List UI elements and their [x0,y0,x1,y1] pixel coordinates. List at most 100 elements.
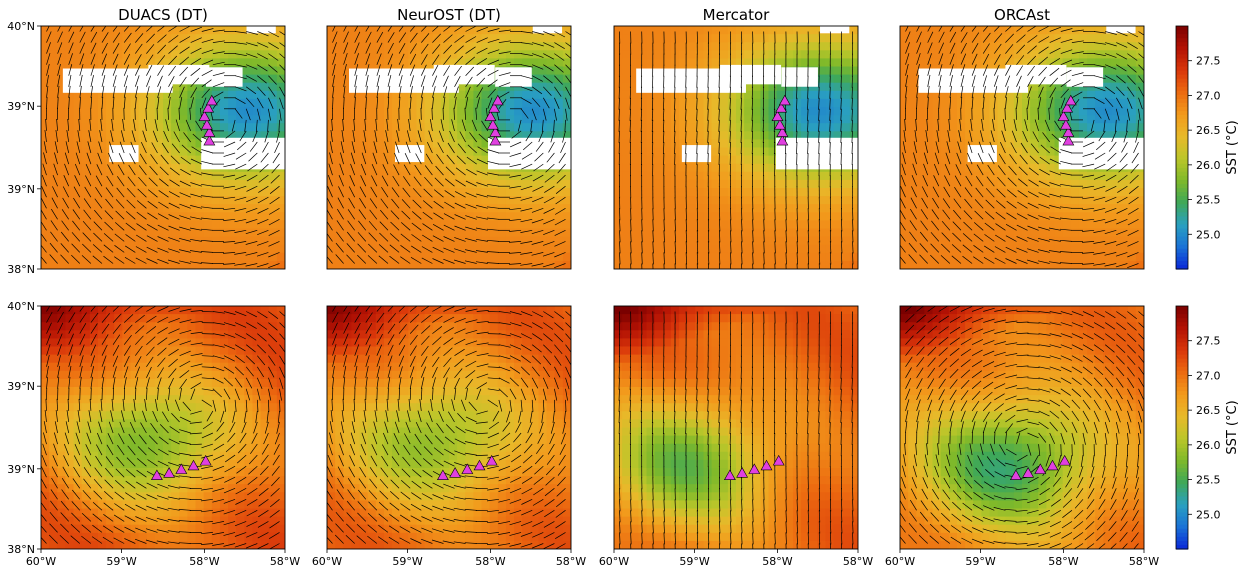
sst-cell [768,220,778,230]
sst-cell [122,492,132,501]
sst-cell [260,459,270,469]
sst-cell [965,131,974,140]
sst-cell [562,228,571,238]
sst-cell [424,171,434,181]
sst-cell [351,90,361,100]
sst-cell [497,228,507,238]
sst-cell [359,115,369,124]
sst-cell [1119,171,1129,181]
sst-cell [546,34,556,43]
sst-cell [679,107,688,116]
sst-cell [392,50,401,59]
sst-cell [562,66,571,76]
sst-cell [687,107,696,116]
sst-cell [49,74,58,84]
sst-cell [1070,171,1080,181]
sst-cell [424,370,434,380]
sst-cell [244,188,254,197]
sst-cell [89,540,99,549]
sst-cell [801,98,810,108]
sst-cell [146,500,156,510]
sst-cell [424,516,434,526]
sst-cell [236,411,245,420]
sst-cell [1070,107,1080,116]
sst-cell [171,139,180,149]
sst-cell [833,98,843,108]
sst-cell [1046,260,1056,269]
sst-cell [679,212,688,221]
sst-cell [154,435,164,445]
sst-cell [343,50,352,59]
sst-cell [1070,82,1080,92]
sst-cell [1111,131,1121,140]
sst-cell [392,532,401,542]
sst-cell [940,42,950,51]
sst-cell [211,395,221,404]
sst-cell [424,236,434,246]
sst-cell [981,260,991,269]
sst-cell [41,387,50,396]
sst-cell [122,236,132,246]
sst-cell [375,123,385,132]
sst-cell [424,306,434,315]
sst-cell [154,228,164,238]
sst-cell [1005,236,1015,246]
sst-cell [203,90,213,100]
sst-cell [497,212,507,221]
sst-cell [106,370,115,380]
sst-cell [106,451,115,461]
sst-cell [440,123,450,132]
sst-cell [948,155,958,165]
sst-cell [171,252,180,262]
sst-cell [187,443,197,453]
sst-cell [367,443,377,453]
sst-cell [41,322,50,331]
sst-cell [646,34,656,43]
sst-cell [236,58,245,68]
sst-cell [711,163,721,173]
sst-cell [219,58,229,68]
sst-cell [744,50,753,59]
sst-cell [817,50,827,59]
sst-cell [973,139,982,149]
sst-cell [146,306,156,315]
sst-cell [187,50,197,59]
sst-cell [138,139,148,149]
sst-cell [760,26,770,35]
sst-cell [211,354,221,364]
sst-cell [956,147,966,157]
sst-cell [1013,42,1023,51]
sst-cell [1119,196,1129,205]
sst-cell [989,188,999,197]
sst-cell [825,171,835,181]
sst-cell [49,58,58,68]
sst-cell [244,123,254,132]
sst-cell [1119,42,1129,51]
sst-cell [546,171,556,181]
sst-cell [1095,82,1104,92]
sst-cell [146,155,156,165]
sst-cell [392,306,401,315]
cloud-mask [1058,137,1144,170]
sst-cell [646,139,656,149]
sst-cell [65,131,75,140]
sst-cell [1062,196,1072,205]
sst-cell [187,524,197,534]
sst-cell [1119,260,1129,269]
sst-cell [236,204,245,213]
sst-cell [383,34,393,43]
sst-cell [106,443,115,453]
sst-cell [449,90,458,100]
sst-cell [711,220,721,230]
sst-cell [1095,115,1104,124]
sst-cell [65,403,75,412]
sst-cell [343,220,352,230]
sst-cell [163,354,172,364]
sst-cell [122,516,132,526]
sst-cell [711,26,721,35]
sst-cell [1030,236,1039,246]
sst-cell [679,26,688,35]
sst-cell [122,26,132,35]
sst-cell [538,188,548,197]
y-tick-label: 38°N [7,263,35,276]
